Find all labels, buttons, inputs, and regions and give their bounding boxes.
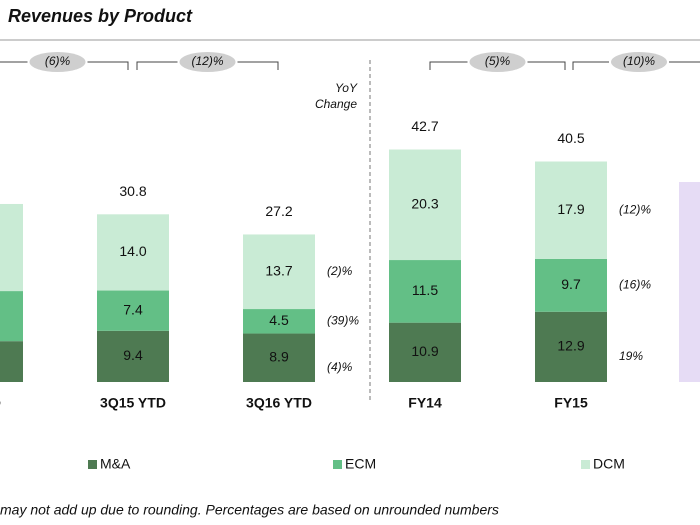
bar-segment	[97, 330, 169, 382]
bar-segment	[243, 333, 315, 382]
bar-segment	[535, 258, 607, 312]
bar-segment	[389, 322, 461, 382]
yoy-label: 19%	[619, 349, 643, 363]
growth-label: (12)%	[191, 54, 223, 68]
value-label: 4.5	[269, 312, 289, 328]
bar-segment	[0, 341, 23, 382]
value-label: 17.9	[557, 201, 584, 217]
growth-bracket	[429, 61, 566, 70]
growth-label: (10)%	[623, 54, 655, 68]
legend-swatch	[333, 460, 342, 469]
growth-bracket	[136, 61, 279, 70]
bar-segment	[0, 203, 23, 292]
yoy-header: Change	[315, 97, 357, 111]
x-tick-label: 3Q15 YTD	[100, 395, 166, 411]
value-label: 7.4	[123, 301, 143, 317]
x-tick-label: FY14	[408, 395, 442, 411]
yoy-label: (4)%	[327, 360, 353, 374]
bar-segment	[535, 161, 607, 259]
legend-label: M&A	[100, 456, 131, 472]
value-label: 13.7	[265, 262, 292, 278]
bar-segment	[389, 149, 461, 261]
bar-segment	[243, 234, 315, 310]
value-label: 20.3	[411, 195, 438, 211]
legend-label: ECM	[345, 456, 376, 472]
value-label: 9.7	[561, 276, 581, 292]
bar-segment	[535, 311, 607, 382]
bar-segment	[243, 309, 315, 334]
x-tick-label: YTD	[0, 395, 1, 411]
total-label: 30.8	[119, 183, 146, 199]
growth-pill	[611, 52, 667, 72]
partial-bar	[679, 182, 700, 382]
yoy-label: (16)%	[619, 278, 651, 292]
growth-pill	[29, 52, 86, 72]
yoy-label: (2)%	[327, 264, 353, 278]
growth-label: (6)%	[45, 54, 71, 68]
growth-bracket	[572, 61, 700, 70]
value-label: 11.5	[412, 282, 438, 298]
value-label: 14.0	[119, 243, 146, 259]
legend-swatch	[581, 460, 590, 469]
yoy-label: (39)%	[327, 313, 359, 327]
growth-label: (5)%	[485, 54, 511, 68]
value-label: 8.9	[269, 348, 289, 364]
growth-bracket	[0, 61, 129, 70]
bar-segment	[97, 214, 169, 291]
chart-title: Revenues by Product	[8, 6, 193, 26]
x-tick-label: FY15	[554, 395, 588, 411]
legend-swatch	[88, 460, 97, 469]
value-label: 9.4	[123, 347, 143, 363]
legend-label: DCM	[593, 456, 625, 472]
bar-segment	[0, 291, 23, 342]
footnote: may not add up due to rounding. Percenta…	[0, 502, 499, 518]
growth-pill	[179, 52, 236, 72]
x-tick-label: 3Q16 YTD	[246, 395, 312, 411]
bar-segment	[389, 260, 461, 323]
total-label: 42.7	[411, 118, 438, 134]
total-label: 27.2	[265, 203, 292, 219]
growth-pill	[469, 52, 526, 72]
value-label: 12.9	[557, 338, 584, 354]
bar-segment	[97, 290, 169, 331]
value-label: 10.9	[411, 343, 438, 359]
total-label: 40.5	[557, 130, 584, 146]
yoy-header: YoY	[335, 81, 358, 95]
yoy-label: (12)%	[619, 202, 651, 216]
